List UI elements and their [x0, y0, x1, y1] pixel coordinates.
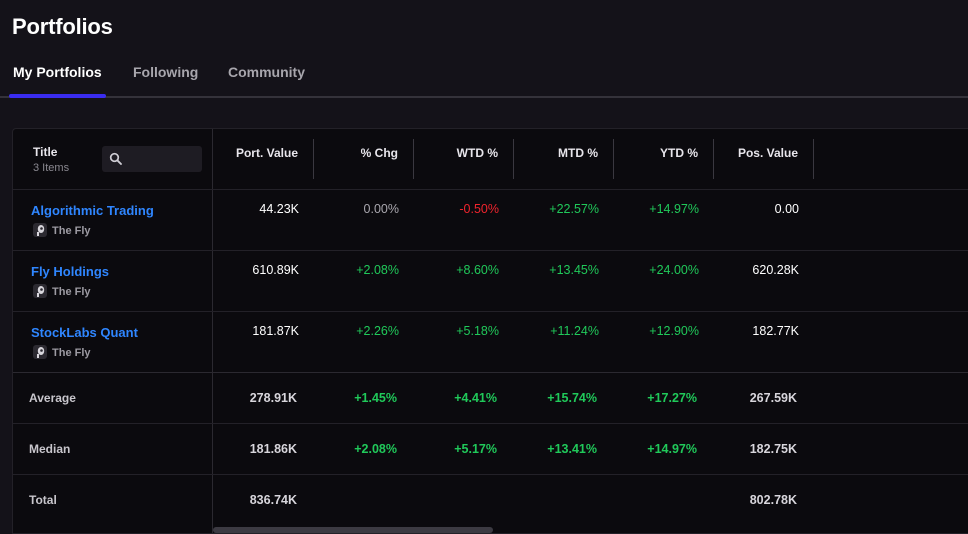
column-header-ytd[interactable]: YTD %	[614, 139, 714, 179]
the-fly-logo-icon	[33, 223, 47, 237]
summary-mtd: +13.41%	[547, 442, 597, 456]
cell-mtd: +22.57%	[549, 202, 599, 216]
summary-port-value: 181.86K	[249, 442, 297, 456]
summary-ytd: +14.97%	[647, 442, 697, 456]
header-title[interactable]: Title	[33, 145, 58, 159]
page-title: Portfolios	[12, 14, 113, 39]
summary-port-value: 278.91K	[249, 391, 297, 405]
tab-community[interactable]: Community	[228, 64, 305, 80]
cell-pos-value: 182.77K	[752, 324, 799, 338]
portfolio-source: The Fly	[33, 223, 91, 237]
summary-pos-value: 802.78K	[749, 493, 797, 507]
cell-port-value: 44.23K	[259, 202, 299, 216]
source-label: The Fly	[52, 286, 91, 298]
summary-wtd: +4.41%	[454, 391, 497, 405]
summary-label: Median	[29, 442, 71, 456]
cell-mtd: +11.24%	[550, 324, 599, 338]
summary-label: Total	[29, 493, 57, 507]
portfolio-name-link[interactable]: Algorithmic Trading	[31, 203, 154, 218]
portfolio-table: Title 3 Items Port. Value % Chg WTD % MT…	[12, 128, 968, 534]
tab-my-portfolios[interactable]: My Portfolios	[13, 64, 102, 80]
summary-port-value: 836.74K	[249, 493, 297, 507]
source-label: The Fly	[52, 225, 91, 237]
portfolio-name-link[interactable]: StockLabs Quant	[31, 325, 138, 340]
cell-pct-chg: +2.26%	[356, 324, 399, 338]
column-header-wtd[interactable]: WTD %	[414, 139, 514, 179]
column-header-pct-chg[interactable]: % Chg	[314, 139, 414, 179]
the-fly-logo-icon	[33, 345, 47, 359]
summary-pos-value: 182.75K	[749, 442, 797, 456]
summary-label: Average	[29, 391, 76, 405]
cell-pos-value: 0.00	[774, 202, 799, 216]
cell-ytd: +12.90%	[649, 324, 699, 338]
summary-wtd: +5.17%	[454, 442, 497, 456]
cell-ytd: +14.97%	[649, 202, 699, 216]
portfolio-source: The Fly	[33, 284, 91, 298]
cell-wtd: -0.50%	[459, 202, 499, 216]
portfolio-source: The Fly	[33, 345, 91, 359]
cell-pos-value: 620.28K	[752, 263, 799, 277]
sticky-title-column	[13, 129, 213, 533]
tab-bar: My Portfolios Following Community	[0, 56, 968, 98]
column-header-port-value[interactable]: Port. Value	[214, 139, 314, 179]
the-fly-logo-icon	[33, 284, 47, 298]
summary-pos-value: 267.59K	[749, 391, 797, 405]
column-header-mtd[interactable]: MTD %	[514, 139, 614, 179]
active-tab-indicator	[9, 94, 106, 98]
cell-pct-chg: 0.00%	[363, 202, 399, 216]
row-divider	[13, 189, 968, 190]
cell-port-value: 610.89K	[252, 263, 299, 277]
row-divider	[13, 250, 968, 251]
search-input[interactable]	[102, 146, 202, 172]
source-label: The Fly	[52, 347, 91, 359]
row-divider	[13, 311, 968, 312]
summary-pct-chg: +1.45%	[354, 391, 397, 405]
portfolio-name-link[interactable]: Fly Holdings	[31, 264, 109, 279]
row-divider	[13, 372, 968, 373]
cell-wtd: +5.18%	[456, 324, 499, 338]
horizontal-scrollbar-thumb[interactable]	[213, 527, 493, 533]
cell-wtd: +8.60%	[456, 263, 499, 277]
summary-pct-chg: +2.08%	[354, 442, 397, 456]
cell-mtd: +13.45%	[549, 263, 599, 277]
item-count: 3 Items	[33, 162, 70, 174]
row-divider	[13, 474, 968, 475]
summary-mtd: +15.74%	[547, 391, 597, 405]
search-icon	[109, 152, 122, 165]
summary-ytd: +17.27%	[647, 391, 697, 405]
tab-following[interactable]: Following	[133, 64, 199, 80]
column-header-pos-value[interactable]: Pos. Value	[714, 139, 814, 179]
cell-pct-chg: +2.08%	[356, 263, 399, 277]
cell-port-value: 181.87K	[252, 324, 299, 338]
row-divider	[13, 423, 968, 424]
cell-ytd: +24.00%	[649, 263, 699, 277]
